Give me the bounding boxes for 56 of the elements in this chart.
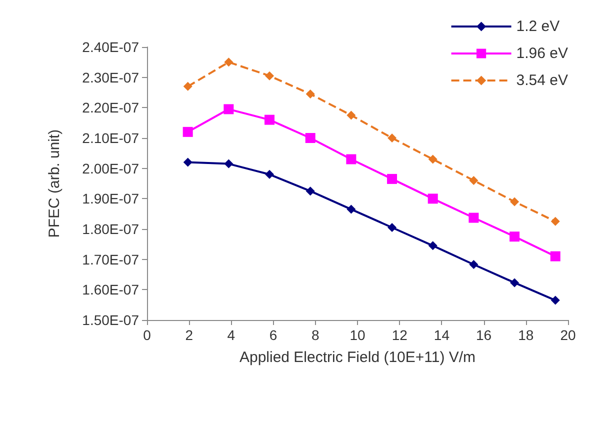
- point: [428, 194, 438, 204]
- point: [388, 222, 397, 232]
- x-tick-label: 2: [185, 327, 194, 343]
- point: [469, 260, 478, 269]
- y-tick-label: 1.50E-07: [82, 312, 140, 328]
- point: [264, 114, 275, 125]
- point: [468, 212, 479, 223]
- legend-label: 3.54 eV: [516, 72, 568, 89]
- x-axis-title: Applied Electric Field (10E+11) V/m: [239, 349, 476, 366]
- point: [305, 133, 316, 143]
- point: [388, 134, 397, 142]
- x-tick-label: 16: [476, 327, 492, 343]
- x-tick-label: 14: [434, 327, 450, 343]
- x-tick-label: 4: [227, 327, 236, 343]
- x-tick-label: 20: [560, 327, 576, 343]
- point: [428, 241, 438, 250]
- x-tick-label: 10: [350, 327, 366, 343]
- y-axis-title: PFEC (arb. unit): [46, 129, 63, 238]
- y-tick-label: 1.60E-07: [82, 282, 140, 298]
- point: [306, 90, 315, 99]
- x-tick-label: 8: [312, 327, 320, 343]
- point: [183, 82, 192, 91]
- point: [550, 216, 560, 226]
- y-tick-label: 2.20E-07: [82, 100, 140, 116]
- point: [428, 154, 438, 164]
- y-tick-label: 2.10E-07: [82, 130, 140, 146]
- x-tick-label: 6: [269, 327, 278, 343]
- y-tick-label: 1.70E-07: [82, 251, 140, 268]
- point: [346, 110, 356, 120]
- point: [182, 126, 193, 137]
- x-tick-label: 12: [392, 327, 408, 343]
- point: [224, 159, 234, 168]
- point: [387, 174, 398, 184]
- point: [510, 278, 520, 288]
- point: [265, 71, 274, 80]
- point: [224, 58, 234, 67]
- point: [550, 251, 560, 262]
- y-tick-label: 1.80E-07: [82, 221, 140, 237]
- point: [469, 176, 478, 185]
- point: [265, 170, 274, 179]
- point: [346, 154, 356, 164]
- legend-label: 1.96 eV: [516, 45, 568, 62]
- y-tick-label: 2.00E-07: [82, 160, 140, 176]
- x-tick-label: 18: [518, 327, 534, 343]
- point: [510, 232, 520, 242]
- y-tick-label: 2.40E-07: [82, 39, 140, 55]
- point: [224, 104, 234, 114]
- y-tick-label: 1.90E-07: [82, 190, 140, 207]
- legend-label: 1.2 eV: [516, 18, 560, 35]
- point: [306, 186, 315, 196]
- point: [183, 158, 192, 167]
- x-tick-label: 0: [143, 327, 152, 343]
- point: [550, 296, 560, 305]
- y-tick-label: 2.30E-07: [82, 69, 140, 86]
- point: [510, 197, 520, 206]
- point: [346, 204, 356, 214]
